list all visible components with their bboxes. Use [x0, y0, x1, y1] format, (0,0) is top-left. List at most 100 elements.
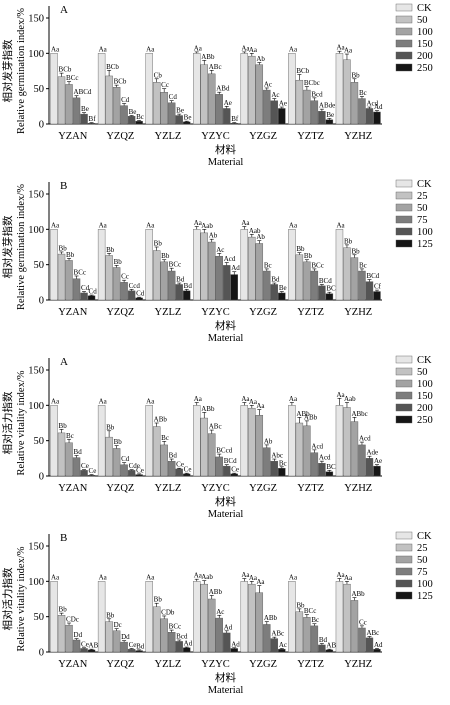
bar-25-YZQZ [105, 621, 113, 653]
x-tick-label: YZAN [58, 131, 88, 142]
data-label: Bc [136, 113, 144, 121]
data-label: Be [81, 105, 89, 113]
bar-50-YZGZ [248, 55, 256, 125]
x-tick-label: YZTZ [297, 131, 324, 142]
bar-125-YZHZ [373, 291, 381, 301]
bar-200-YZAN [80, 113, 88, 125]
x-tick-label: YZLZ [155, 659, 182, 670]
data-label: Bb [154, 240, 163, 248]
bar-CK-YZHZ [335, 405, 344, 477]
data-label: Acd [366, 100, 378, 108]
data-label: Ac [271, 91, 279, 99]
bar-50-YZLZ [160, 618, 168, 653]
data-label: Aa [249, 46, 258, 54]
data-label: Aa [344, 47, 353, 55]
y-tick-label: 150 [28, 14, 44, 25]
legend-label: CK [417, 179, 432, 190]
legend-swatch [395, 415, 413, 424]
data-label: Ae [279, 100, 287, 108]
data-label: ABb [209, 588, 223, 596]
bar-CK-YZLZ [145, 53, 153, 125]
data-label: ABc [89, 642, 102, 650]
panel-label: B [60, 180, 67, 192]
data-label: Cd [136, 290, 145, 298]
bar-50-YZGZ [255, 592, 264, 653]
x-tick-label: YZQZ [106, 483, 134, 494]
bar-150-YZGZ [263, 447, 271, 477]
bar-125-YZQZ [135, 297, 143, 301]
chart-panel-2: 0 50 100 150 B 相对发芽指数 Relative germination ind… [1, 179, 433, 344]
bar-50-YZHZ [350, 257, 359, 301]
data-label: Aa [194, 395, 203, 403]
bar-25-YZGZ [248, 583, 256, 653]
bar-50-YZAN [57, 76, 66, 125]
bar-125-YZQZ [135, 650, 143, 653]
bar-200-YZGZ [270, 100, 279, 125]
bar-75-YZLZ [167, 632, 176, 653]
data-label: Cf [374, 283, 382, 291]
data-label: BCd [224, 457, 237, 465]
data-label: Bb [296, 245, 305, 253]
data-label: Be [184, 114, 192, 122]
bar-50-YZGZ [255, 243, 264, 301]
data-label: Ccd [129, 282, 141, 290]
bar-150-YZQZ [120, 105, 128, 125]
data-label: Bd [319, 636, 328, 644]
bar-75-YZLZ [167, 270, 176, 301]
bar-50-YZHZ [343, 407, 351, 477]
data-label: BCd [366, 272, 379, 280]
x-tick-label: YZTZ [297, 483, 324, 494]
bar-100-YZAN [65, 84, 73, 125]
bar-50-YZLZ [160, 261, 168, 301]
data-label: Bb [114, 258, 123, 266]
data-label: Abc [271, 452, 283, 460]
bar-200-YZAN [80, 470, 88, 477]
data-label: Ce [184, 466, 192, 474]
bar-150-YZTZ [310, 100, 319, 125]
bar-CK-YZHZ [335, 53, 344, 125]
y-tick-label: 50 [34, 436, 45, 447]
bar-CK-YZHZ [335, 229, 344, 301]
bar-75-YZGZ [263, 624, 271, 653]
bar-50-YZHZ [343, 59, 351, 125]
y-tick-label: 0 [39, 120, 44, 131]
data-label: BCb [106, 63, 119, 71]
bar-250-YZGZ [278, 108, 286, 125]
y-tick-label: 150 [28, 542, 44, 553]
data-label: Aa [146, 397, 155, 405]
data-label: Acd [311, 442, 323, 450]
data-label: Ce [176, 461, 184, 469]
data-label: BCc [169, 623, 181, 631]
x-axis-title: Material [208, 157, 244, 168]
data-label: CDc [66, 616, 79, 624]
bar-200-YZQZ [127, 470, 136, 477]
data-label: Cd [121, 455, 130, 463]
data-label: Aa [146, 221, 155, 229]
bar-150-YZGZ [263, 89, 271, 125]
data-label: Aa [336, 391, 345, 399]
data-label: Aab [344, 395, 356, 403]
bar-100-YZGZ [270, 638, 279, 653]
data-label: ABb [296, 410, 310, 418]
data-label: Bc [311, 616, 319, 624]
x-tick-label: YZGZ [249, 131, 277, 142]
bar-100-YZTZ [318, 644, 326, 653]
data-label: ABd [326, 642, 340, 650]
bar-50-YZYC [200, 417, 208, 477]
data-label: Aa [344, 574, 353, 582]
legend-label: 250 [417, 63, 433, 74]
data-label: Ae [224, 99, 232, 107]
bar-75-YZGZ [263, 270, 271, 301]
data-label: BCb [296, 67, 309, 75]
bar-CK-YZYC [193, 229, 201, 301]
x-tick-label: YZHZ [344, 307, 372, 318]
data-label: Ce [129, 641, 137, 649]
bar-250-YZYC [230, 473, 238, 477]
data-label: Ac [216, 246, 224, 254]
bar-125-YZLZ [182, 647, 191, 653]
bar-CK-YZYC [193, 581, 201, 653]
bar-100-YZYC [223, 632, 231, 653]
data-label: ABde [319, 102, 335, 110]
data-label: Aa [289, 221, 298, 229]
